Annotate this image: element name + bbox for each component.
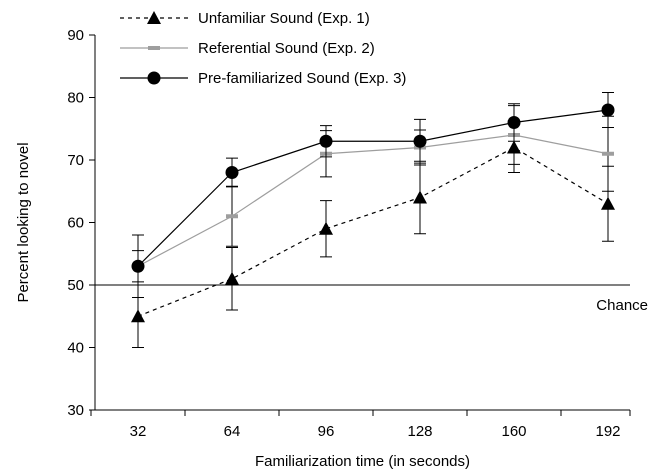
legend-swatch-prefamiliarized xyxy=(120,71,188,85)
y-tick-label: 60 xyxy=(67,215,84,232)
y-tick-label: 40 xyxy=(67,340,84,357)
y-tick-label: 70 xyxy=(67,152,84,169)
series-line-prefamiliarized xyxy=(137,109,609,267)
series-line-referential xyxy=(137,134,609,267)
data-point-prefamiliarized xyxy=(601,103,615,117)
legend-label-prefamiliarized: Pre-familiarized Sound (Exp. 3) xyxy=(198,70,406,87)
data-point-unfamiliar xyxy=(507,140,521,154)
series-layer xyxy=(131,92,615,348)
x-tick-label: 128 xyxy=(407,423,432,440)
data-point-prefamiliarized xyxy=(507,116,521,129)
series-line-unfamiliar xyxy=(137,146,609,317)
x-tick-label: 32 xyxy=(130,423,147,440)
x-tick-label: 64 xyxy=(224,423,241,440)
y-tick-label: 30 xyxy=(67,402,84,419)
legend-item-referential: Referential Sound (Exp. 2) xyxy=(120,40,375,57)
y-axis-label: Percent looking to novel xyxy=(15,142,32,302)
x-tick-label: 160 xyxy=(501,423,526,440)
data-point-unfamiliar xyxy=(319,221,333,235)
series-prefamiliarized xyxy=(131,92,615,298)
data-point-unfamiliar xyxy=(131,309,145,323)
y-axis-ticks: 30 40 50 60 70 80 90 xyxy=(67,27,95,419)
series-unfamiliar xyxy=(131,122,615,348)
x-axis-label: Familiarization time (in seconds) xyxy=(255,453,470,470)
data-point-prefamiliarized xyxy=(319,134,333,148)
data-point-prefamiliarized xyxy=(413,134,427,148)
legend-swatch-unfamiliar xyxy=(120,11,188,24)
legend: Unfamiliar Sound (Exp. 1) Referential So… xyxy=(120,10,406,87)
data-point-prefamiliarized xyxy=(225,166,239,179)
axes: 30 40 50 60 70 80 90 32 64 96 128 160 192 xyxy=(67,27,631,440)
x-tick-label: 96 xyxy=(318,423,335,440)
data-point-unfamiliar xyxy=(601,196,615,210)
legend-marker-referential xyxy=(148,46,160,50)
legend-label-referential: Referential Sound (Exp. 2) xyxy=(198,40,375,57)
series-referential xyxy=(132,105,614,283)
data-point-referential xyxy=(602,151,614,156)
legend-item-unfamiliar: Unfamiliar Sound (Exp. 1) xyxy=(120,10,370,27)
y-tick-label: 90 xyxy=(67,27,84,44)
legend-item-prefamiliarized: Pre-familiarized Sound (Exp. 3) xyxy=(120,70,406,87)
x-tick-label: 192 xyxy=(595,423,620,440)
legend-swatch-referential xyxy=(120,46,188,50)
data-point-referential xyxy=(226,214,238,219)
data-point-unfamiliar xyxy=(225,271,239,285)
legend-marker-prefamiliarized xyxy=(147,71,161,85)
legend-marker-unfamiliar xyxy=(147,11,161,24)
x-axis-ticks: 32 64 96 128 160 192 xyxy=(90,410,631,440)
data-point-unfamiliar xyxy=(413,190,427,204)
chance-label: Chance xyxy=(596,297,648,314)
data-point-prefamiliarized xyxy=(131,259,145,273)
legend-label-unfamiliar: Unfamiliar Sound (Exp. 1) xyxy=(198,10,370,27)
y-tick-label: 80 xyxy=(67,90,84,107)
y-tick-label: 50 xyxy=(67,277,84,294)
